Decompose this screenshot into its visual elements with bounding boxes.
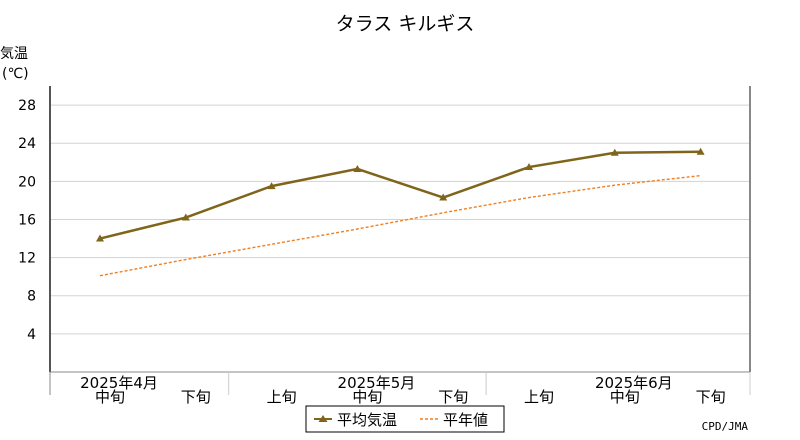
y-tick-label: 20: [18, 174, 36, 190]
data-point-average: [525, 163, 533, 171]
chart-title: タラス キルギス: [336, 13, 475, 35]
series-line-average: [99, 150, 701, 240]
series-line-normal: [99, 174, 701, 277]
normal-series: [99, 174, 701, 277]
data-point-average: [267, 182, 276, 190]
y-tick-label: 24: [18, 136, 36, 152]
x-month-label: 2025年5月: [338, 374, 416, 392]
data-point-average: [610, 148, 619, 156]
data-point-average: [439, 193, 448, 201]
y-tick-labels: 4 8 12 16 20 24 28: [18, 98, 36, 343]
x-category-label: 中旬: [352, 388, 382, 406]
y-axis-label: 気温: [0, 46, 28, 62]
average-series: [96, 147, 705, 242]
data-point-average: [181, 213, 190, 221]
legend-average-marker: [318, 415, 328, 422]
x-category-label: 下旬: [181, 388, 211, 406]
plot-frame: [49, 86, 751, 395]
x-category-label: 下旬: [696, 388, 726, 406]
x-category-label: 下旬: [438, 388, 468, 406]
data-point-average: [696, 147, 705, 155]
x-month-label: 2025年6月: [595, 374, 673, 392]
x-category-label: 上旬: [524, 388, 554, 406]
y-tick-label: 16: [18, 212, 36, 228]
y-tick-label: 4: [27, 327, 36, 343]
x-category-label: 上旬: [267, 388, 297, 406]
x-category-label: 中旬: [610, 388, 640, 406]
legend-normal-label: 平年値: [443, 411, 488, 429]
legend: 平均気温 平年値: [305, 405, 505, 433]
legend-average-label: 平均気温: [337, 411, 397, 429]
y-tick-label: 12: [18, 251, 36, 267]
data-point-average: [96, 234, 104, 242]
x-category-labels: 中旬 下旬 上旬 中旬 下旬 上旬 中旬 下旬 2025年4月 2025年5月 2025年6月: [80, 374, 725, 406]
data-point-average: [353, 164, 362, 172]
y-tick-label: 28: [18, 98, 36, 114]
y-axis-unit: (℃): [2, 66, 29, 82]
x-category-label: 中旬: [95, 388, 125, 406]
grid-lines: [50, 104, 750, 335]
x-month-label: 2025年4月: [80, 374, 158, 392]
y-tick-label: 8: [27, 289, 36, 305]
credit-label: CPD/JMA: [702, 420, 749, 433]
legend-box: [305, 405, 505, 433]
